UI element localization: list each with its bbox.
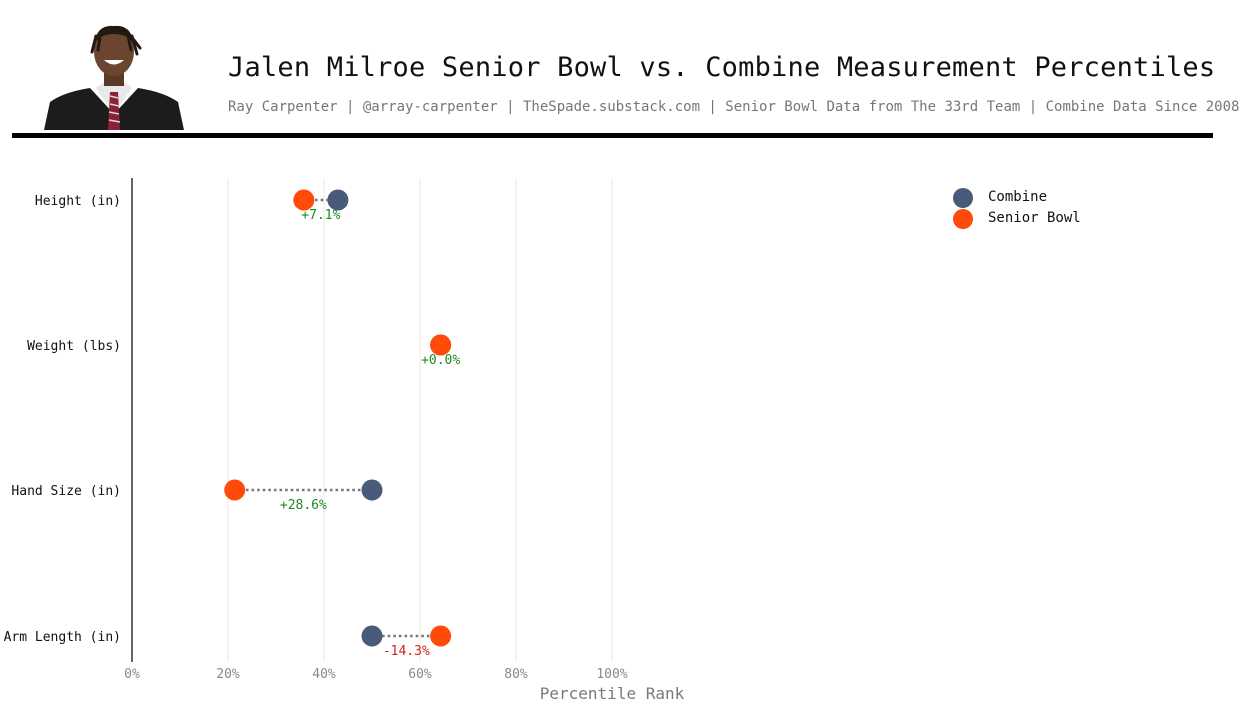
x-axis-label: Percentile Rank xyxy=(540,684,685,703)
header-divider xyxy=(12,133,1213,138)
combine-point xyxy=(327,189,349,211)
senior-bowl-point xyxy=(224,479,246,501)
x-tick-label: 0% xyxy=(124,667,140,682)
y-tick-label: Height (in) xyxy=(35,194,121,209)
difference-label: +7.1% xyxy=(301,208,340,223)
y-tick-label: Weight (lbs) xyxy=(27,339,121,354)
senior-bowl-point xyxy=(293,189,315,211)
combine-point xyxy=(361,625,383,647)
y-tick-label: Hand Size (in) xyxy=(11,484,121,499)
senior-bowl-point xyxy=(430,625,452,647)
difference-label: +28.6% xyxy=(280,498,327,513)
legend-marker xyxy=(953,209,973,229)
difference-label: -14.3% xyxy=(383,644,430,659)
senior-bowl-point xyxy=(430,334,452,356)
x-tick-label: 20% xyxy=(216,667,240,682)
legend-marker xyxy=(953,188,973,208)
legend-label: Combine xyxy=(988,189,1047,205)
x-tick-label: 40% xyxy=(312,667,336,682)
legend-label: Senior Bowl xyxy=(988,210,1081,226)
x-tick-label: 60% xyxy=(408,667,432,682)
page-subtitle: Ray Carpenter | @array-carpenter | TheSp… xyxy=(228,99,1240,115)
y-tick-label: Arm Length (in) xyxy=(4,630,121,645)
combine-point xyxy=(361,479,383,501)
difference-label: +0.0% xyxy=(421,353,460,368)
player-headshot-icon xyxy=(44,25,184,130)
page-title: Jalen Milroe Senior Bowl vs. Combine Mea… xyxy=(228,52,1216,83)
x-tick-label: 80% xyxy=(504,667,528,682)
x-tick-label: 100% xyxy=(596,667,627,682)
